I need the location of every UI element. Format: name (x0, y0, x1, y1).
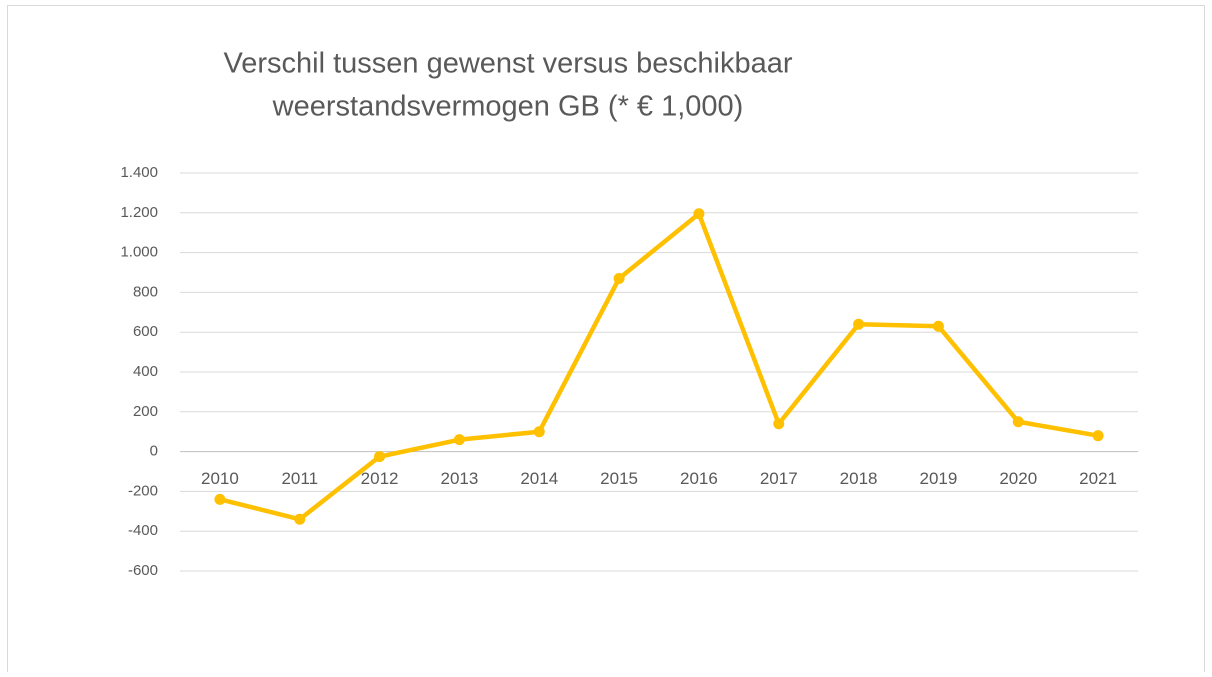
x-tick-label: 2019 (920, 469, 958, 488)
data-point (1092, 430, 1104, 442)
y-tick-label: -600 (128, 562, 158, 579)
x-tick-label: 2015 (600, 469, 638, 488)
y-tick-label: 1.000 (120, 244, 158, 261)
x-tick-label: 2021 (1079, 469, 1117, 488)
data-point (533, 426, 545, 438)
y-tick-label: 600 (133, 323, 158, 340)
y-tick-label: 200 (133, 403, 158, 420)
y-tick-label: 800 (133, 283, 158, 300)
y-tick-label: 0 (150, 443, 158, 460)
x-tick-label: 2014 (520, 469, 558, 488)
data-point (374, 451, 386, 463)
x-tick-label: 2018 (840, 469, 878, 488)
x-tick-label: 2017 (760, 469, 798, 488)
y-tick-label: -400 (128, 522, 158, 539)
x-tick-label: 2010 (201, 469, 239, 488)
chart-frame (7, 5, 1205, 676)
data-point (214, 493, 226, 505)
y-tick-label: 1.400 (120, 164, 158, 181)
x-tick-label: 2016 (680, 469, 718, 488)
x-tick-label: 2012 (361, 469, 399, 488)
x-tick-label: 2011 (281, 469, 318, 488)
data-point (453, 434, 465, 446)
chart-title: weerstandsvermogen GB (* € 1,000) (272, 91, 744, 123)
chart-title: Verschil tussen gewenst versus beschikba… (223, 48, 792, 80)
data-point (613, 272, 625, 284)
y-tick-label: 1.200 (120, 204, 158, 221)
data-point (853, 318, 865, 330)
data-point (294, 513, 306, 525)
x-tick-label: 2020 (999, 469, 1037, 488)
y-tick-label: 400 (133, 363, 158, 380)
x-tick-label: 2013 (441, 469, 479, 488)
data-line (219, 211, 1099, 522)
data-point (1012, 416, 1024, 428)
data-point (932, 320, 944, 332)
y-tick-label: -200 (128, 482, 158, 499)
data-point (773, 418, 785, 430)
data-point (693, 208, 705, 220)
